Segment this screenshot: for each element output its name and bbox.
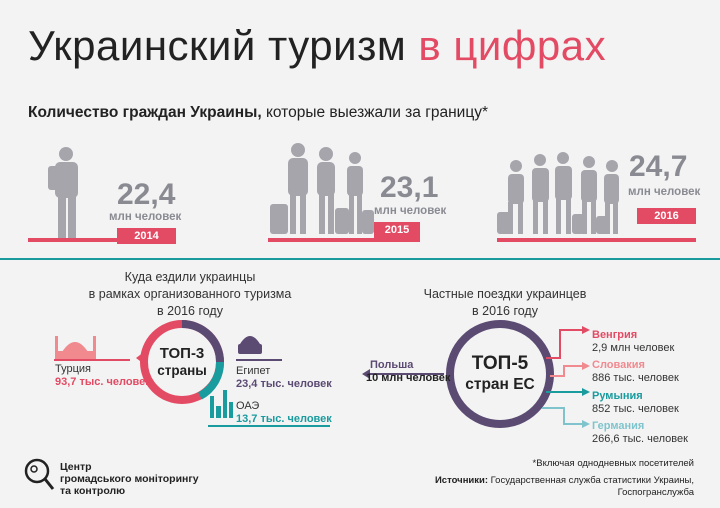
- baseline-2015: [268, 238, 420, 242]
- year-badge-2014: 2014: [117, 228, 176, 244]
- private-trips-title: Частные поездки украинцев в 2016 году: [423, 287, 587, 318]
- chart-subtitle: Количество граждан Украины, которые выез…: [28, 104, 488, 121]
- traveler-icon: [270, 143, 374, 234]
- slovakia-line: [550, 365, 582, 377]
- travelers-chart: [28, 143, 696, 242]
- value-romania: 852 тыс. человек: [592, 403, 679, 415]
- country-hungary: Венгрия: [592, 329, 638, 341]
- arrow-right-icon: [582, 362, 590, 370]
- org-logo-text: Центр громадського моніторингу та контро…: [60, 461, 199, 497]
- value-label-2016: 24,7: [629, 150, 688, 183]
- value-uae: 13,7 тыс. человек: [236, 413, 332, 425]
- value-hungary: 2,9 млн человек: [592, 342, 675, 354]
- traveler-icon: [48, 147, 78, 238]
- unit-label-2014: млн человек: [109, 211, 182, 223]
- section-divider: [0, 258, 720, 260]
- value-poland: 10 млн человек: [366, 372, 451, 384]
- arrow-right-icon: [582, 388, 590, 396]
- value-egypt: 23,4 тыс. человек: [236, 378, 332, 390]
- top3-diagram: [54, 320, 330, 427]
- country-poland: Польша: [370, 359, 414, 371]
- year-badge-2016: 2016: [637, 208, 696, 224]
- baseline-2014: [28, 238, 176, 242]
- germany-line: [542, 407, 582, 425]
- top5-label: ТОП-5 стран ЕС: [465, 353, 535, 393]
- value-label-2014: 22,4: [117, 178, 176, 211]
- sphinx-icon: [238, 336, 262, 354]
- hungary-line: [546, 329, 582, 359]
- mosque-icon: [55, 336, 96, 360]
- page-title: Украинский туризм в цифрах: [28, 22, 607, 69]
- country-slovakia: Словакия: [592, 359, 645, 371]
- country-turkey: Турция: [55, 363, 91, 375]
- baseline-2016: [497, 238, 696, 242]
- country-uae: ОАЭ: [236, 400, 260, 412]
- value-germany: 266,6 тыс. человек: [592, 433, 688, 445]
- year-badge-2015: 2015: [374, 222, 420, 238]
- top3-ring-segment: [181, 320, 224, 363]
- unit-label-2016: млн человек: [628, 186, 701, 198]
- arrow-left-icon: [136, 352, 144, 364]
- org-tourism-title: Куда ездили украинцы в рамках организова…: [88, 270, 292, 318]
- top3-label: ТОП-3 страны: [157, 345, 207, 378]
- value-slovakia: 886 тыс. человек: [592, 372, 679, 384]
- arrow-left-icon: [362, 369, 370, 379]
- traveler-icon: [497, 152, 619, 234]
- arrow-right-icon: [582, 420, 590, 428]
- footnote: *Включая однодневных посетителей: [532, 458, 694, 469]
- unit-label-2015: млн человек: [374, 205, 447, 217]
- value-turkey: 93,7 тыс. человек: [55, 376, 151, 388]
- arrow-right-icon: [582, 326, 590, 334]
- value-label-2015: 23,1: [380, 171, 439, 204]
- top5-ring: [446, 320, 554, 428]
- magnifier-logo-icon: [24, 458, 55, 490]
- skyline-icon: [210, 390, 233, 418]
- sources: Источники: Государственная служба статис…: [434, 475, 694, 498]
- top3-ring-segment: [197, 361, 225, 400]
- country-germany: Германия: [592, 420, 645, 432]
- country-egypt: Египет: [236, 365, 271, 377]
- top5-diagram: [362, 320, 590, 428]
- country-romania: Румыния: [592, 390, 643, 402]
